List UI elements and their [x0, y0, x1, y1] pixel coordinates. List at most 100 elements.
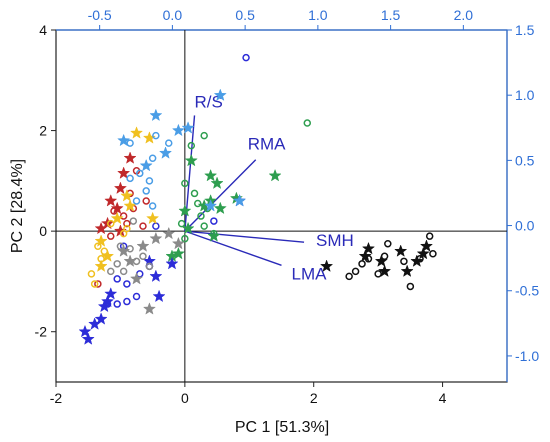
star-point-black — [416, 246, 430, 260]
star-point-black — [410, 254, 424, 267]
circle-point-gray — [145, 262, 154, 271]
star-point-yellow — [146, 211, 160, 225]
circle-point-gray — [129, 217, 138, 225]
loading-vector-lma — [184, 230, 282, 266]
right-tick-label: -0.5 — [515, 283, 539, 299]
y-tick-label: 2 — [39, 123, 47, 139]
axes-layer: -2 0 2 4 -2 0 2 4 -0.5 0.0 0.5 1.0 1.5 2.0 -1.0 -0.5 0.0… — [35, 7, 540, 406]
circle-point-gray — [107, 267, 115, 276]
star-point-yellow — [94, 234, 108, 247]
circle-point-black — [345, 272, 353, 281]
star-point-green — [171, 246, 185, 260]
star-point-green — [204, 168, 218, 182]
star-point-yellow — [94, 259, 108, 272]
circle-point-lightblue — [136, 169, 144, 178]
circle-point-blue — [123, 280, 131, 288]
circle-point-lightblue — [148, 202, 157, 210]
circle-point-red — [123, 219, 131, 228]
circle-point-yellow — [94, 242, 102, 250]
circle-point-black — [416, 255, 424, 263]
circle-point-black — [358, 260, 366, 268]
star-point-blue — [94, 312, 108, 325]
circle-point-blue — [113, 275, 121, 283]
circle-point-black — [351, 267, 360, 276]
star-point-yellow — [110, 211, 124, 225]
circle-point-red — [107, 232, 115, 240]
circle-point-lightblue — [126, 174, 134, 183]
circle-point-lightblue — [142, 187, 150, 195]
star-point-blue — [104, 287, 118, 300]
circle-point-gray — [113, 260, 121, 268]
circle-point-green — [200, 222, 208, 230]
star-point-yellow — [120, 189, 134, 202]
star-point-yellow — [129, 126, 144, 139]
top-tick-label: 1.5 — [381, 7, 401, 23]
circle-point-red — [110, 207, 118, 215]
circle-point-lightblue — [126, 139, 134, 147]
circle-point-gray — [132, 257, 141, 266]
circle-point-black — [384, 239, 392, 248]
circle-point-red — [94, 280, 102, 288]
star-point-green — [207, 229, 221, 242]
star-point-gray — [162, 226, 176, 240]
circle-point-black — [400, 257, 408, 266]
right-tick-label: 1.0 — [515, 87, 535, 103]
circle-point-gray — [126, 244, 134, 253]
star-point-gray — [129, 271, 144, 285]
circle-point-green — [181, 234, 189, 243]
star-point-blue — [78, 324, 92, 338]
star-point-green — [213, 201, 227, 215]
plot-frame — [55, 29, 508, 383]
circle-point-lightblue — [165, 139, 173, 147]
circle-point-lightblue — [152, 131, 160, 140]
circle-point-black — [374, 270, 382, 278]
star-point-red — [113, 181, 128, 194]
y-tick-label: 0 — [39, 223, 47, 239]
circle-point-black — [425, 232, 434, 240]
star-point-red — [123, 151, 137, 164]
star-point-lightblue — [181, 121, 195, 134]
star-point-black — [378, 264, 392, 277]
star-point-lightblue — [139, 158, 153, 172]
star-point-green — [184, 153, 198, 167]
loading-label-rs: R/S — [195, 92, 223, 111]
star-point-gray — [171, 236, 185, 250]
circle-point-green — [303, 119, 312, 127]
circle-point-gray — [139, 252, 147, 261]
circle-point-black — [429, 250, 437, 258]
right-tick-label: 1.5 — [515, 22, 535, 38]
loading-vector-rma — [184, 159, 257, 232]
circle-point-yellow — [87, 270, 96, 278]
circle-point-green — [210, 229, 218, 238]
circle-point-yellow — [90, 280, 99, 288]
x-tick-label: 0 — [181, 390, 189, 406]
circle-point-lightblue — [132, 197, 141, 205]
circle-point-gray — [116, 242, 125, 250]
star-point-lightblue — [117, 133, 131, 147]
star-point-lightblue — [213, 88, 227, 101]
circle-point-blue — [152, 222, 160, 230]
star-point-lightblue — [233, 194, 247, 207]
circle-point-green — [200, 131, 208, 140]
circle-point-black — [406, 282, 415, 291]
x-tick-label: 4 — [439, 390, 447, 406]
loading-label-rma: RMA — [248, 135, 286, 154]
x-tick-label: -2 — [50, 390, 63, 406]
star-point-lightblue — [158, 146, 173, 159]
circle-point-lightblue — [145, 177, 154, 185]
loadings-layer: R/S RMA SMH LMA — [184, 92, 354, 283]
loading-vector-smh — [184, 230, 305, 243]
star-point-green — [178, 204, 192, 217]
x-tick-label: 2 — [310, 390, 318, 406]
right-tick-label: -1.0 — [515, 348, 539, 364]
circle-point-green — [190, 189, 199, 198]
loading-label-lma: LMA — [292, 264, 328, 283]
circle-point-yellow — [97, 255, 105, 263]
top-tick-label: 0.0 — [163, 7, 183, 23]
loading-label-smh: SMH — [316, 231, 354, 250]
circle-point-green — [197, 212, 205, 220]
x-axis-title: PC 1 [51.3%] — [235, 419, 329, 436]
circle-point-green — [187, 141, 196, 150]
star-point-red — [117, 166, 131, 179]
top-tick-label: 1.0 — [308, 7, 328, 23]
